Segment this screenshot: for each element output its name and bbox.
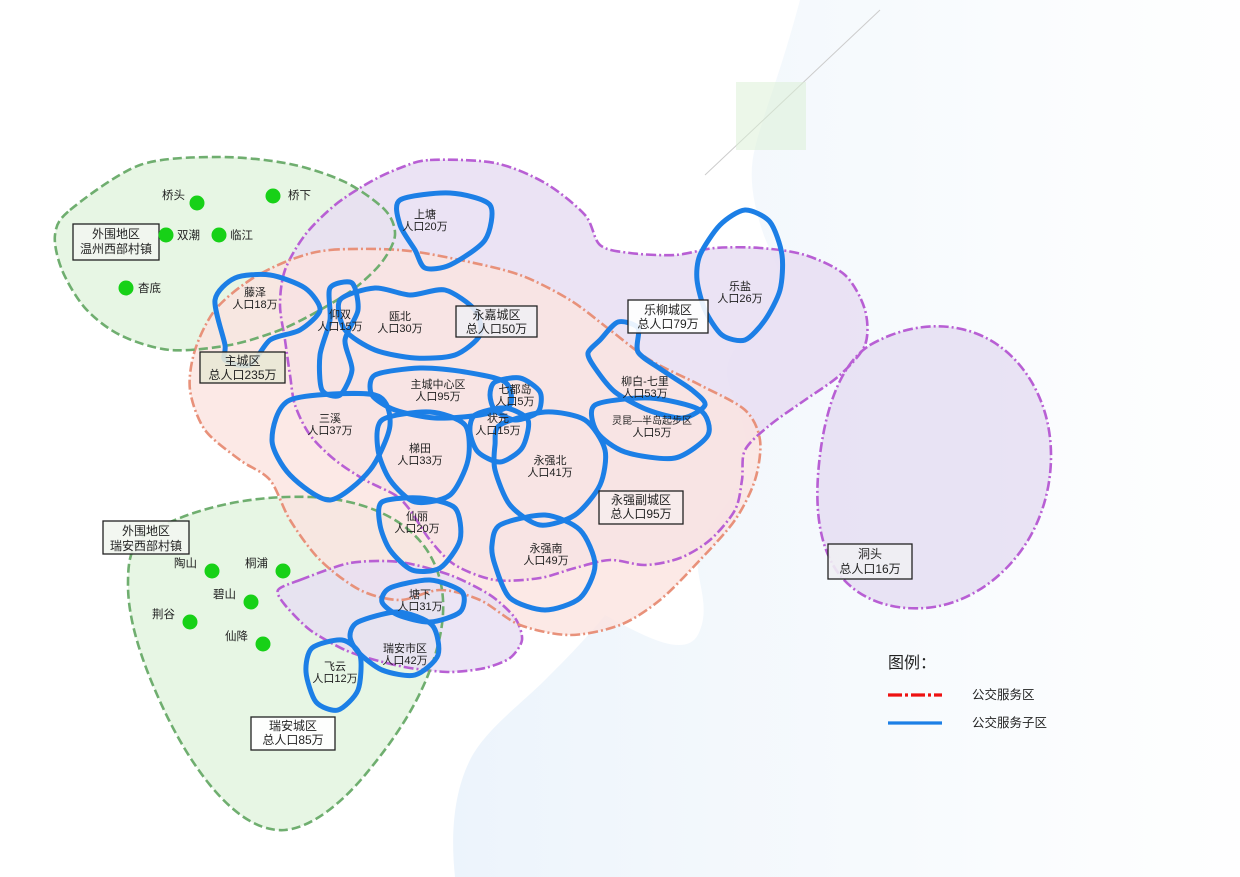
svg-text:乐盐: 乐盐	[729, 280, 751, 293]
svg-text:上塘: 上塘	[414, 207, 436, 221]
svg-text:灵昆—半岛起步区: 灵昆—半岛起步区	[612, 414, 692, 427]
svg-text:总人口95万: 总人口95万	[610, 507, 671, 521]
svg-text:梯田: 梯田	[409, 442, 431, 455]
svg-text:柳白-七里: 柳白-七里	[621, 374, 669, 388]
svg-text:主城中心区: 主城中心区	[411, 378, 466, 391]
svg-text:瑞安城区: 瑞安城区	[269, 718, 317, 733]
svg-text:仙丽: 仙丽	[406, 510, 428, 523]
svg-text:桥头: 桥头	[162, 189, 185, 202]
svg-text:人口26万: 人口26万	[717, 292, 762, 305]
svg-text:总人口50万: 总人口50万	[466, 322, 527, 336]
svg-text:状元: 状元	[487, 411, 509, 425]
svg-text:人口18万: 人口18万	[232, 298, 277, 311]
svg-text:总人口235万: 总人口235万	[208, 368, 276, 382]
svg-text:永强南: 永强南	[530, 541, 563, 555]
svg-text:温州西部村镇: 温州西部村镇	[80, 241, 152, 256]
svg-text:乐柳城区: 乐柳城区	[644, 303, 692, 317]
svg-text:人口31万: 人口31万	[397, 600, 442, 613]
svg-text:外围地区: 外围地区	[122, 524, 170, 538]
svg-text:飞云: 飞云	[324, 661, 346, 673]
svg-text:桐浦: 桐浦	[245, 556, 268, 570]
svg-text:瑞安市区: 瑞安市区	[383, 641, 427, 655]
svg-text:人口42万: 人口42万	[382, 654, 427, 667]
svg-text:人口53万: 人口53万	[622, 387, 667, 400]
svg-text:人口30万: 人口30万	[377, 322, 422, 335]
svg-text:藤泽: 藤泽	[244, 286, 266, 299]
svg-text:人口41万: 人口41万	[527, 466, 572, 479]
svg-text:桥下: 桥下	[288, 189, 311, 202]
svg-text:三溪: 三溪	[319, 412, 341, 425]
svg-text:瓯北: 瓯北	[389, 310, 411, 323]
svg-text:人口5万: 人口5万	[632, 426, 671, 439]
svg-text:七都岛: 七都岛	[499, 382, 532, 396]
svg-text:仙降: 仙降	[225, 629, 248, 643]
svg-text:荆谷: 荆谷	[152, 608, 175, 621]
svg-text:主城区: 主城区	[224, 354, 260, 368]
svg-text:总人口16万: 总人口16万	[839, 562, 900, 576]
svg-text:碧山: 碧山	[213, 588, 236, 601]
svg-text:公交服务子区: 公交服务子区	[972, 715, 1047, 730]
svg-text:人口20万: 人口20万	[394, 522, 439, 535]
svg-text:人口15万: 人口15万	[475, 424, 520, 437]
svg-text:外围地区: 外围地区	[92, 227, 140, 241]
svg-text:公交服务区: 公交服务区	[972, 687, 1035, 702]
svg-text:人口5万: 人口5万	[495, 395, 534, 408]
svg-text:陶山: 陶山	[174, 556, 197, 570]
svg-text:塘下: 塘下	[409, 587, 431, 601]
svg-text:仰双: 仰双	[329, 307, 351, 321]
svg-text:人口95万: 人口95万	[415, 390, 460, 403]
svg-text:永强副城区: 永强副城区	[611, 493, 671, 507]
svg-text:人口20万: 人口20万	[402, 220, 447, 233]
svg-text:人口15万: 人口15万	[317, 320, 362, 333]
svg-text:人口37万: 人口37万	[307, 424, 352, 437]
svg-text:杳底: 杳底	[138, 281, 161, 295]
svg-text:永嘉城区: 永嘉城区	[472, 308, 520, 322]
svg-text:瑞安西部村镇: 瑞安西部村镇	[110, 538, 182, 553]
svg-text:洞头: 洞头	[858, 547, 882, 561]
svg-text:总人口85万: 总人口85万	[262, 733, 323, 747]
svg-text:双潮: 双潮	[177, 228, 200, 242]
svg-text:人口12万: 人口12万	[312, 672, 357, 685]
svg-text:临江: 临江	[230, 228, 253, 242]
svg-text:人口33万: 人口33万	[397, 454, 442, 467]
svg-text:永强北: 永强北	[534, 453, 567, 467]
svg-text:总人口79万: 总人口79万	[637, 317, 698, 331]
svg-text:人口49万: 人口49万	[523, 554, 568, 567]
svg-text:图例：: 图例：	[888, 654, 936, 672]
